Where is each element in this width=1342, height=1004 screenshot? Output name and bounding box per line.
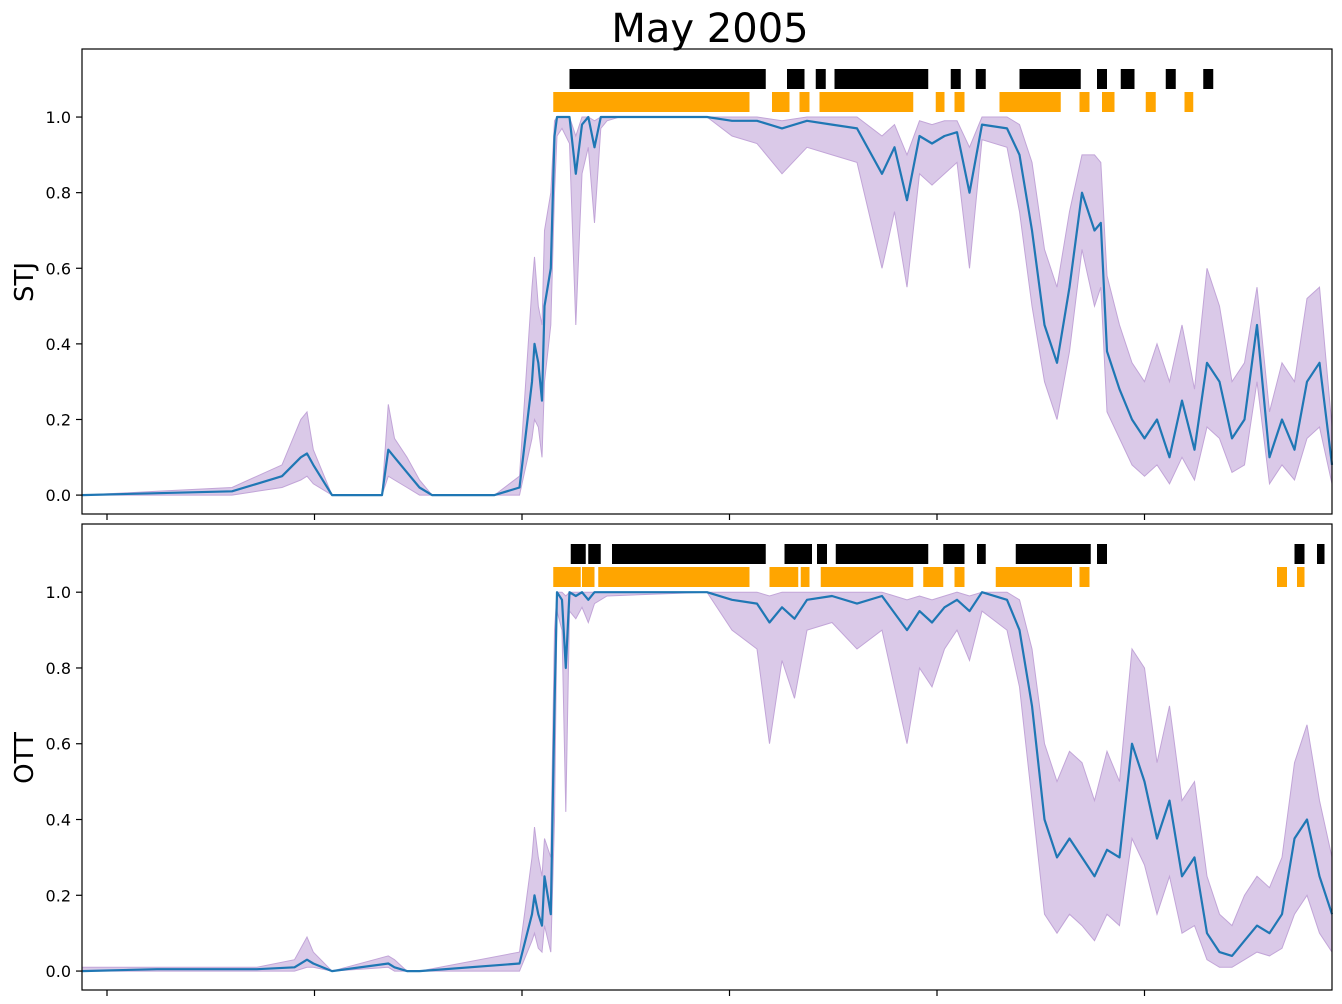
stj-ylabel: STJ	[10, 262, 40, 302]
ott-median-line	[81, 591, 1334, 973]
ott-event-bar-black	[943, 544, 965, 564]
ott-event-bar-black	[570, 544, 586, 564]
ott-ytick-label: 0.8	[46, 659, 71, 678]
stj-event-bar-black	[1203, 69, 1214, 89]
stj-event-bar-orange	[799, 92, 810, 112]
ott-event-bar-black	[612, 544, 766, 564]
stj-event-bar-black	[1097, 69, 1107, 89]
stj-event-bar-black	[1120, 69, 1135, 89]
ott-event-bar-black	[1097, 544, 1107, 564]
ott-ytick-label: 0.2	[46, 886, 71, 905]
stj-event-bar-orange	[1145, 92, 1156, 112]
stj-ytick-label: 0.6	[46, 259, 71, 278]
stj-event-bar-black	[950, 69, 961, 89]
ott-panel: OTT 0.0 0.2 0.4 0.6 0.8 1.0	[10, 523, 1334, 996]
ott-event-bar-black	[784, 544, 812, 564]
stj-ytick-label: 1.0	[46, 108, 71, 127]
stj-event-bar-orange	[819, 92, 914, 112]
ott-ylabel: OTT	[10, 732, 40, 784]
ott-event-bar-black	[977, 544, 986, 564]
stj-ytick-label: 0.0	[46, 486, 71, 505]
ott-event-bar-black	[1015, 544, 1091, 564]
stj-event-bar-black	[569, 69, 766, 89]
stj-event-bar-black	[1165, 69, 1176, 89]
ott-event-bar-orange	[553, 567, 581, 587]
stj-axes-frame	[81, 48, 1333, 515]
ott-event-bar-orange	[1079, 567, 1090, 587]
ott-event-bar-orange	[800, 567, 810, 587]
stj-event-bar-orange	[1102, 92, 1115, 112]
stj-median-line	[81, 115, 1334, 497]
ott-event-bar-orange	[598, 567, 750, 587]
ott-event-bar-orange	[995, 567, 1072, 587]
stj-event-bar-black	[975, 69, 986, 89]
stj-event-bar-orange	[1079, 92, 1090, 112]
figure-title: May 2005	[611, 6, 808, 52]
stj-event-bar-orange	[1184, 92, 1194, 112]
stj-event-bar-orange	[553, 92, 750, 112]
stj-event-bar-black	[1019, 69, 1081, 89]
stj-ytick-label: 0.8	[46, 184, 71, 203]
ott-event-bar-orange	[954, 567, 965, 587]
ott-event-bar-orange	[820, 567, 914, 587]
stj-ytick-label: 0.2	[46, 410, 71, 429]
ott-event-bar-orange	[923, 567, 944, 587]
ott-event-bar-orange	[769, 567, 799, 587]
ott-event-bar-orange	[1277, 567, 1287, 587]
ott-event-bar-orange	[582, 567, 595, 587]
stj-event-bar-black	[834, 69, 929, 89]
stj-panel: STJ 0.0 0.2 0.4 0.6 0.8 1.0	[10, 48, 1334, 520]
ott-ytick-label: 1.0	[46, 583, 71, 602]
ott-ytick-label: 0.6	[46, 735, 71, 754]
stj-event-bar-black	[787, 69, 805, 89]
ott-event-bar-black	[1317, 544, 1325, 564]
stj-event-bar-orange	[999, 92, 1061, 112]
ott-axes-frame	[81, 523, 1333, 991]
ott-event-bar-black	[835, 544, 929, 564]
stj-event-bar-black	[815, 69, 826, 89]
ott-event-bar-black	[817, 544, 827, 564]
stj-event-bar-orange	[954, 92, 965, 112]
ott-ytick-label: 0.0	[46, 962, 71, 981]
ott-event-bar-orange	[1297, 567, 1305, 587]
ott-event-bar-black	[1294, 544, 1305, 564]
stj-ytick-label: 0.4	[46, 335, 71, 354]
ott-ytick-label: 0.4	[46, 811, 71, 830]
ott-event-bar-black	[588, 544, 601, 564]
stj-event-bar-orange	[935, 92, 945, 112]
stj-event-bar-orange	[772, 92, 790, 112]
